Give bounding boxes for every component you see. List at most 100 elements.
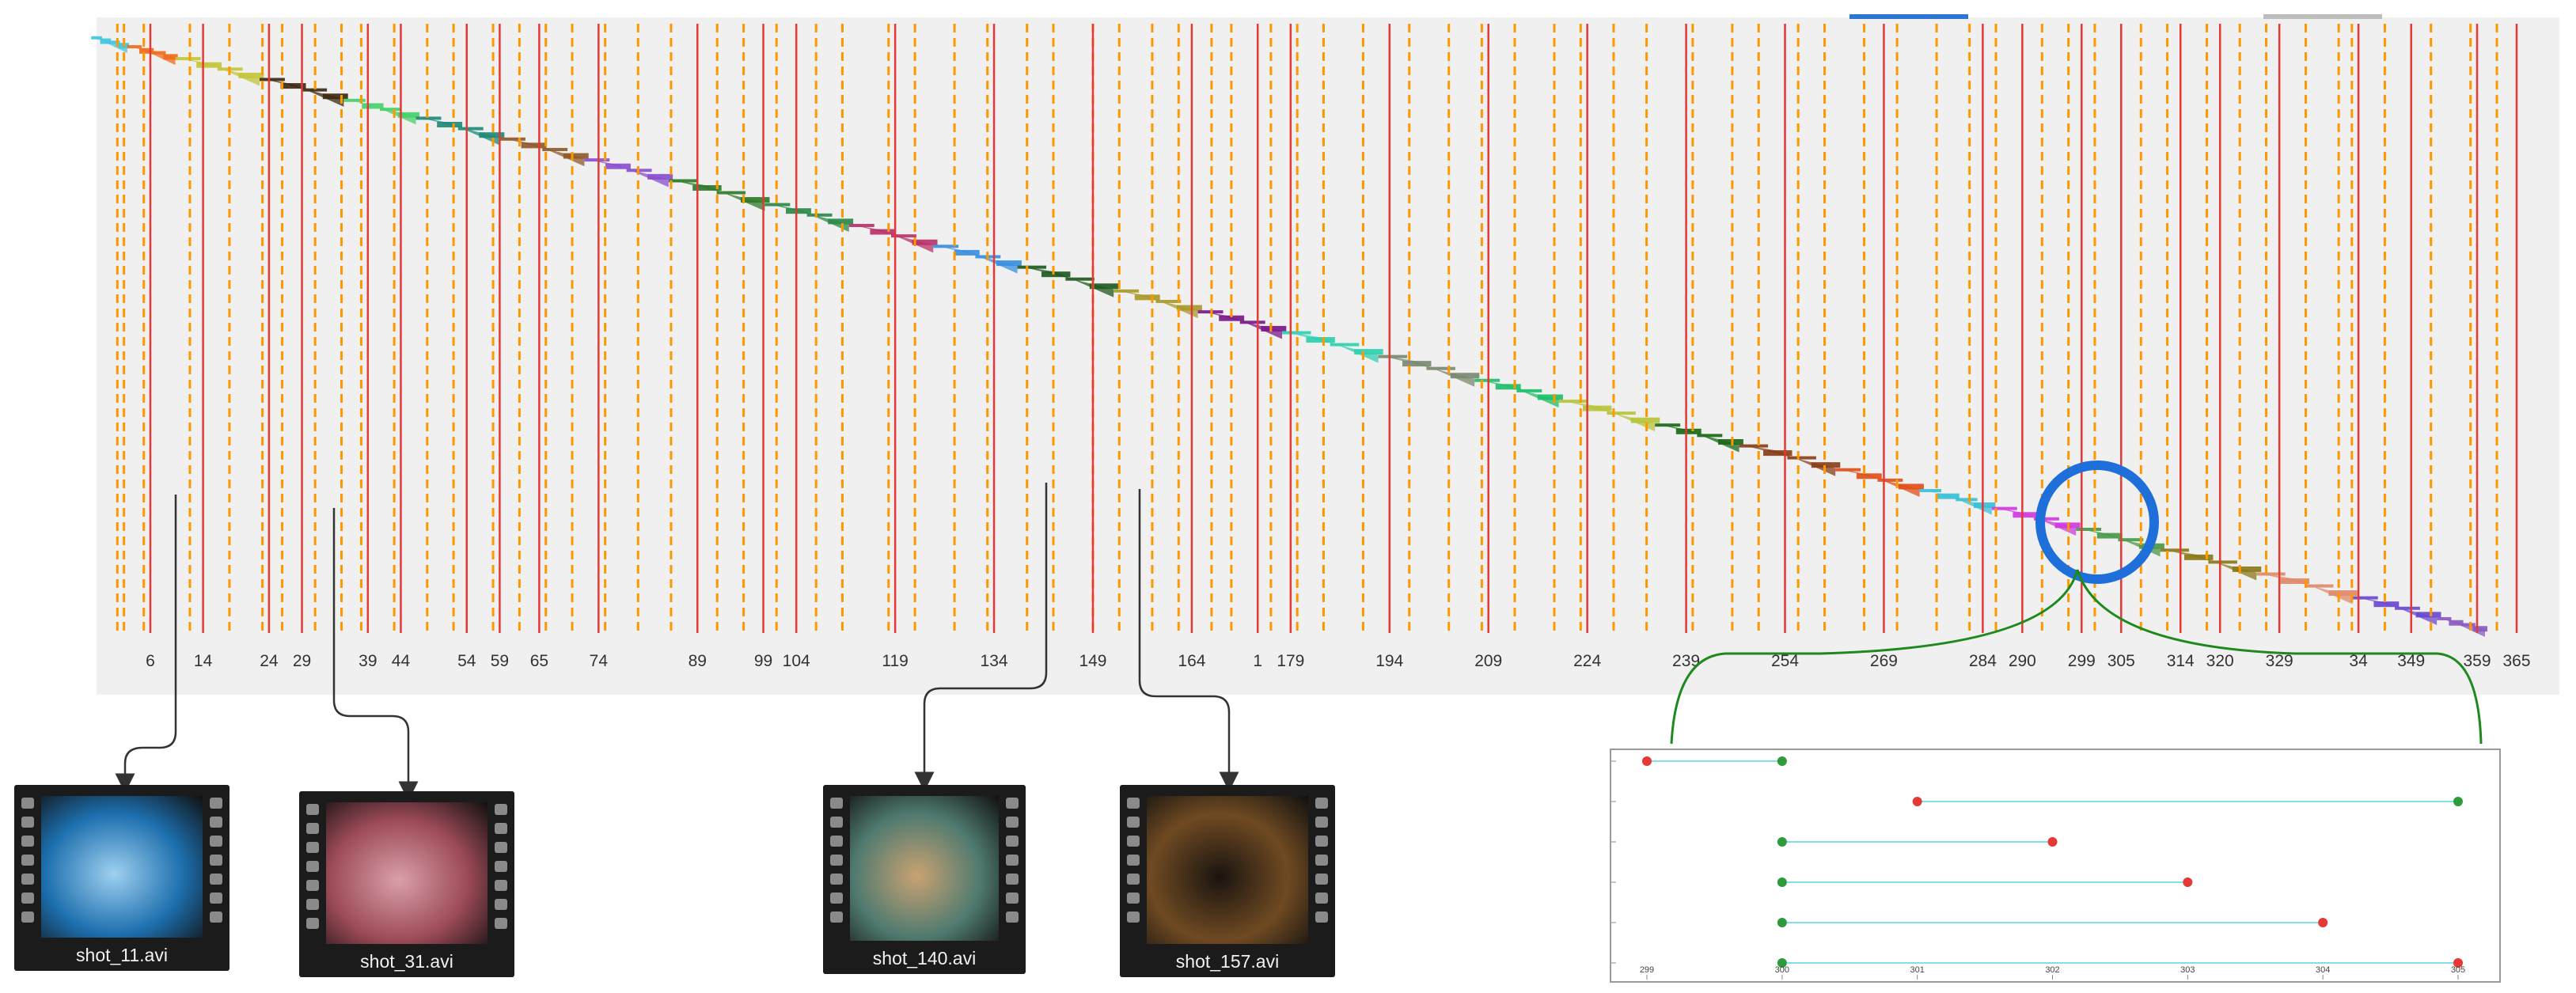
segment-wedge bbox=[1835, 468, 1920, 498]
film-perforation bbox=[830, 855, 843, 866]
x-tick-label: 302 bbox=[2045, 965, 2059, 975]
x-tick-label: 179 bbox=[1277, 652, 1304, 670]
film-perforation bbox=[1127, 874, 1140, 885]
film-perforation bbox=[21, 798, 34, 809]
segment-bar bbox=[2328, 590, 2358, 597]
segment-bar bbox=[127, 45, 142, 49]
segment-bar bbox=[1378, 354, 1408, 358]
film-perforation bbox=[830, 817, 843, 828]
segment-bar bbox=[584, 158, 610, 162]
segment-bar bbox=[1177, 305, 1202, 311]
x-tick-label: 89 bbox=[689, 652, 707, 670]
film-perforation bbox=[1315, 855, 1328, 866]
x-tick-label: 224 bbox=[1573, 652, 1601, 670]
segment-bar bbox=[1558, 400, 1588, 404]
segment-bar bbox=[479, 132, 505, 138]
shot-thumbnail[interactable]: shot_31.avi bbox=[299, 791, 514, 977]
film-perforation bbox=[1315, 912, 1328, 923]
film-perforation bbox=[1127, 893, 1140, 904]
x-tick-label: 134 bbox=[981, 652, 1008, 670]
segment-bar bbox=[996, 260, 1022, 267]
film-perforation bbox=[1127, 855, 1140, 866]
segment-wedge bbox=[1113, 289, 1198, 319]
segment-bar bbox=[2395, 606, 2420, 610]
segment-group bbox=[91, 36, 2488, 637]
segment-bar bbox=[1991, 506, 2017, 510]
segment-bar bbox=[2034, 517, 2059, 521]
film-perforation bbox=[210, 836, 222, 847]
film-perforation bbox=[1315, 893, 1328, 904]
segment-bar bbox=[1718, 438, 1743, 445]
film-perforation bbox=[21, 874, 34, 885]
segment-bar bbox=[1937, 493, 1960, 499]
film-perforation bbox=[830, 836, 843, 847]
segment-wedge bbox=[1017, 265, 1114, 298]
film-perforation bbox=[1127, 817, 1140, 828]
thumbnail-arrow bbox=[115, 495, 177, 794]
film-perforation bbox=[830, 798, 843, 809]
film-perforation bbox=[1315, 874, 1328, 885]
segment-bar bbox=[1811, 462, 1841, 468]
segment-bar bbox=[2160, 548, 2190, 552]
segment-bar bbox=[1282, 331, 1311, 335]
interval-end-dot bbox=[2318, 918, 2328, 927]
film-perforation bbox=[21, 912, 34, 923]
x-tick-label: 149 bbox=[1079, 652, 1106, 670]
segment-wedge bbox=[2437, 616, 2485, 637]
film-perforation bbox=[495, 899, 507, 910]
film-perforation bbox=[495, 804, 507, 815]
segment-bar bbox=[2076, 527, 2102, 531]
film-perforation bbox=[830, 874, 843, 885]
segment-wedge bbox=[1378, 354, 1475, 387]
scroll-indicator-active[interactable] bbox=[1849, 14, 1968, 19]
segment-bar bbox=[175, 57, 201, 61]
interval-end-dot bbox=[2047, 837, 2058, 847]
scroll-indicator-inactive[interactable] bbox=[2263, 14, 2382, 19]
segment-wedge bbox=[2160, 548, 2257, 581]
thumbnail-caption: shot_140.avi bbox=[872, 948, 977, 968]
film-perforation bbox=[21, 855, 34, 866]
segment-bar bbox=[828, 218, 854, 225]
segment-bar bbox=[2256, 572, 2286, 576]
film-perforation bbox=[210, 855, 222, 866]
x-tick-label: 305 bbox=[2451, 965, 2465, 975]
segment-bar bbox=[1739, 444, 1769, 448]
segment-bar bbox=[1089, 283, 1119, 290]
segment-bar bbox=[1835, 468, 1861, 472]
film-perforation bbox=[210, 912, 222, 923]
x-tick-label: 44 bbox=[392, 652, 411, 670]
film-perforation bbox=[1315, 836, 1328, 847]
x-tick-label: 299 bbox=[1640, 965, 1654, 975]
shot-thumbnail[interactable]: shot_11.avi bbox=[14, 785, 230, 971]
shot-thumbnail[interactable]: shot_140.avi bbox=[823, 785, 1026, 974]
shot-thumbnail[interactable]: shot_157.avi bbox=[1120, 785, 1335, 977]
x-tick-label: 39 bbox=[359, 652, 377, 670]
film-perforation bbox=[306, 880, 319, 891]
segment-bar bbox=[542, 147, 568, 151]
x-tick-label: 99 bbox=[754, 652, 772, 670]
film-perforation bbox=[1127, 836, 1140, 847]
thumbnail-caption: shot_31.avi bbox=[360, 951, 453, 972]
segment-wedge bbox=[1991, 506, 2077, 536]
x-tick-label: 304 bbox=[2316, 965, 2330, 975]
segment-bar bbox=[891, 234, 916, 238]
segment-bar bbox=[1877, 478, 1903, 482]
film-perforation bbox=[1315, 798, 1328, 809]
film-perforation bbox=[306, 842, 319, 853]
x-tick-label: 300 bbox=[1775, 965, 1789, 975]
segment-bar bbox=[415, 116, 442, 120]
segment-bar bbox=[1474, 378, 1500, 382]
thumbnail-arrow bbox=[332, 508, 419, 802]
thumbnail-image bbox=[326, 802, 488, 944]
x-tick-label: 34 bbox=[2349, 652, 2368, 670]
segment-bar bbox=[2118, 538, 2144, 542]
interval-end-dot bbox=[2453, 958, 2463, 968]
segment-bar bbox=[457, 127, 484, 131]
segment-wedge bbox=[933, 244, 1018, 274]
interval-chart: 299 300 301 302 303 304 305 bbox=[1611, 756, 2465, 980]
segment-bar bbox=[1697, 434, 1723, 438]
segment-bar bbox=[668, 179, 698, 183]
segment-wedge bbox=[1919, 489, 1992, 515]
segment-bar bbox=[1655, 423, 1681, 427]
segment-bar bbox=[2352, 596, 2378, 600]
